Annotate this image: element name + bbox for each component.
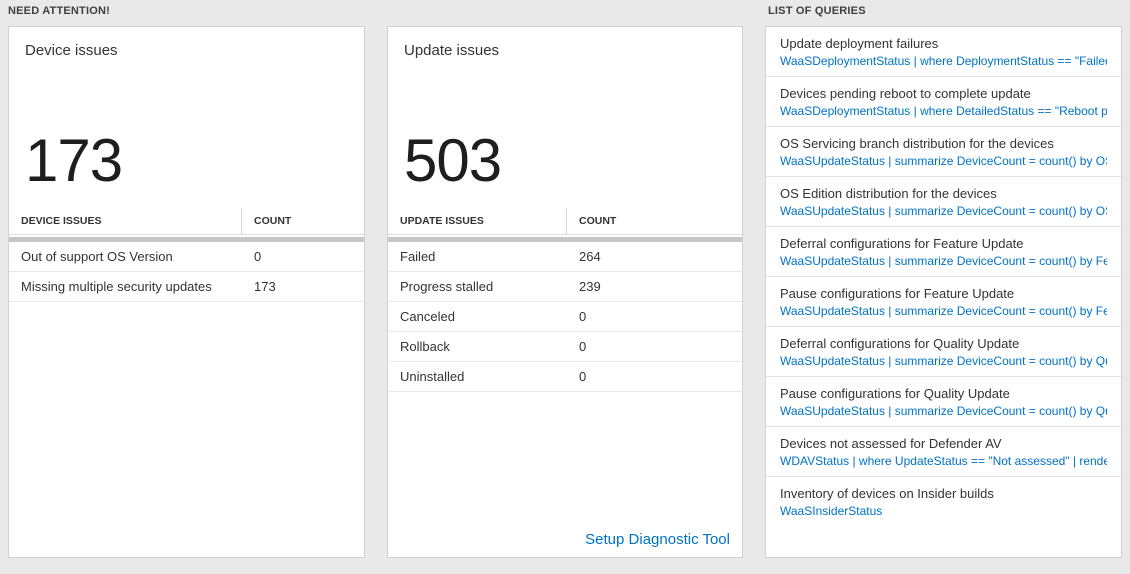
row-count: 0	[579, 339, 587, 354]
query-code: WaaSUpdateStatus | summarize DeviceCount…	[780, 154, 1107, 168]
update-issues-table-header: UPDATE ISSUES COUNT	[388, 208, 742, 235]
query-item-os-servicing-branch[interactable]: OS Servicing branch distribution for the…	[766, 127, 1121, 177]
query-item-pause-feature-update[interactable]: Pause configurations for Feature Update …	[766, 277, 1121, 327]
device-issues-total[interactable]: 173	[25, 127, 123, 194]
query-item-deferral-quality-update[interactable]: Deferral configurations for Quality Upda…	[766, 327, 1121, 377]
column-header-update-issues: UPDATE ISSUES	[388, 208, 567, 234]
device-issues-title: Device issues	[25, 42, 118, 59]
update-issues-title: Update issues	[404, 42, 500, 59]
setup-diagnostic-tool-link[interactable]: Setup Diagnostic Tool	[585, 531, 730, 548]
column-header-count: COUNT	[254, 215, 292, 227]
grid-divider	[9, 237, 364, 242]
query-title: Devices pending reboot to complete updat…	[780, 86, 1031, 101]
query-item-pause-quality-update[interactable]: Pause configurations for Quality Update …	[766, 377, 1121, 427]
list-of-queries-header: LIST OF QUERIES	[768, 5, 866, 17]
query-title: Pause configurations for Quality Update	[780, 386, 1010, 401]
row-count: 0	[254, 249, 262, 264]
row-count: 173	[254, 279, 276, 294]
row-count: 0	[579, 309, 587, 324]
table-row-missing-security-updates[interactable]: Missing multiple security updates 173	[9, 272, 364, 302]
row-label: Out of support OS Version	[21, 249, 173, 264]
query-code: WaaSUpdateStatus | summarize DeviceCount…	[780, 404, 1107, 418]
query-code: WaaSUpdateStatus | summarize DeviceCount…	[780, 254, 1107, 268]
query-title: Inventory of devices on Insider builds	[780, 486, 994, 501]
table-row-canceled[interactable]: Canceled 0	[388, 302, 742, 332]
table-row-rollback[interactable]: Rollback 0	[388, 332, 742, 362]
table-row-out-of-support-os[interactable]: Out of support OS Version 0	[9, 242, 364, 272]
update-issues-total[interactable]: 503	[404, 127, 502, 194]
query-item-update-deployment-failures[interactable]: Update deployment failures WaaSDeploymen…	[766, 27, 1121, 77]
row-label: Failed	[400, 249, 436, 264]
query-title: Update deployment failures	[780, 36, 939, 51]
query-code: WaaSUpdateStatus | summarize DeviceCount…	[780, 354, 1107, 368]
query-title: Deferral configurations for Quality Upda…	[780, 336, 1020, 351]
update-issues-card: Update issues 503 UPDATE ISSUES COUNT Fa…	[387, 26, 743, 558]
query-item-deferral-feature-update[interactable]: Deferral configurations for Feature Upda…	[766, 227, 1121, 277]
column-header-device-issues: DEVICE ISSUES	[9, 208, 242, 234]
query-item-devices-pending-reboot[interactable]: Devices pending reboot to complete updat…	[766, 77, 1121, 127]
update-issues-table: UPDATE ISSUES COUNT Failed 264 Progress …	[388, 208, 742, 392]
query-code: WaaSDeploymentStatus | where DeploymentS…	[780, 54, 1107, 68]
device-issues-table: DEVICE ISSUES COUNT Out of support OS Ve…	[9, 208, 364, 302]
row-count: 264	[579, 249, 601, 264]
row-count: 239	[579, 279, 601, 294]
grid-divider	[388, 237, 742, 242]
need-attention-header: NEED ATTENTION!	[8, 5, 110, 17]
query-title: Deferral configurations for Feature Upda…	[780, 236, 1024, 251]
query-code: WDAVStatus | where UpdateStatus == "Not …	[780, 454, 1107, 468]
column-header-count: COUNT	[579, 215, 617, 227]
row-label: Missing multiple security updates	[21, 279, 212, 294]
queries-panel: Update deployment failures WaaSDeploymen…	[765, 26, 1122, 558]
row-label: Canceled	[400, 309, 455, 324]
query-title: Devices not assessed for Defender AV	[780, 436, 1002, 451]
query-code: WaaSUpdateStatus | summarize DeviceCount…	[780, 304, 1107, 318]
query-code: WaaSUpdateStatus | summarize DeviceCount…	[780, 204, 1107, 218]
row-label: Progress stalled	[400, 279, 494, 294]
row-count: 0	[579, 369, 587, 384]
query-code: WaaSDeploymentStatus | where DetailedSta…	[780, 104, 1107, 118]
query-title: OS Servicing branch distribution for the…	[780, 136, 1054, 151]
row-label: Rollback	[400, 339, 450, 354]
query-title: OS Edition distribution for the devices	[780, 186, 997, 201]
table-row-uninstalled[interactable]: Uninstalled 0	[388, 362, 742, 392]
table-row-progress-stalled[interactable]: Progress stalled 239	[388, 272, 742, 302]
query-title: Pause configurations for Feature Update	[780, 286, 1015, 301]
row-label: Uninstalled	[400, 369, 465, 384]
device-issues-table-header: DEVICE ISSUES COUNT	[9, 208, 364, 235]
table-row-failed[interactable]: Failed 264	[388, 242, 742, 272]
query-item-insider-builds-inventory[interactable]: Inventory of devices on Insider builds W…	[766, 477, 1121, 526]
query-code: WaaSInsiderStatus	[780, 504, 883, 518]
device-issues-card: Device issues 173 DEVICE ISSUES COUNT Ou…	[8, 26, 365, 558]
query-item-os-edition-distribution[interactable]: OS Edition distribution for the devices …	[766, 177, 1121, 227]
query-item-devices-not-assessed-defender[interactable]: Devices not assessed for Defender AV WDA…	[766, 427, 1121, 477]
